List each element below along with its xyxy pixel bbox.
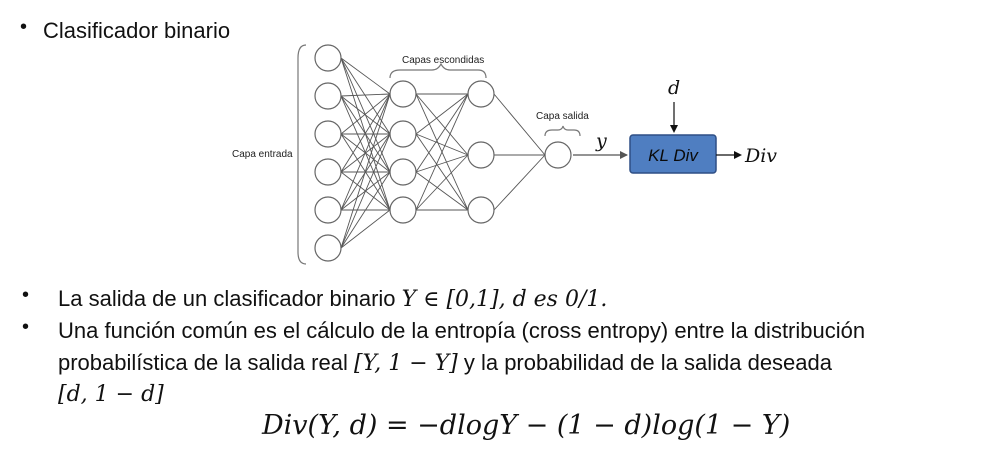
output-layer-label: Capa salida <box>536 111 589 122</box>
d-arrow-head <box>670 125 678 133</box>
network-edge <box>415 154 469 173</box>
hidden-node <box>389 158 417 186</box>
network-edge <box>415 133 469 156</box>
bullet-cross-entropy-line2: probabilística de la salida real [Y, 1 −… <box>58 347 832 380</box>
hidden-layer-label: Capas escondidas <box>402 55 484 66</box>
network-edge <box>340 57 391 135</box>
div-arrow-head <box>734 151 742 159</box>
hidden-node <box>389 80 417 108</box>
hidden-layer-brace <box>389 62 487 79</box>
input-node <box>314 196 342 224</box>
hidden-node <box>389 196 417 224</box>
div-label: Div <box>744 145 777 167</box>
divergence-formula: Div(Y, d) = −dlogY − (1 − d)log(1 − Y) <box>262 410 791 441</box>
hidden-node <box>389 120 417 148</box>
y-label: y <box>595 130 607 152</box>
input-node <box>314 120 342 148</box>
network-edge <box>415 133 469 211</box>
hidden-node <box>467 141 495 169</box>
network-edge <box>340 57 391 95</box>
bullet-binary-output: La salida de un clasificador binario Y ∈… <box>58 283 607 316</box>
network-edge <box>415 93 469 211</box>
network-edge <box>415 154 469 211</box>
output-node <box>544 141 572 169</box>
bullet-line2-text-a: probabilística de la salida real <box>58 350 354 375</box>
network-edge <box>340 93 391 173</box>
bullet-cross-entropy-line3: [d, 1 − d] <box>58 382 164 407</box>
input-node <box>314 82 342 110</box>
network-edge <box>493 154 546 211</box>
network-edge <box>415 93 469 173</box>
network-edge <box>340 93 391 249</box>
bullet-binary-output-text: La salida de un clasificador binario <box>58 286 402 311</box>
bullet-binary-output-math: Y ∈ [0,1], d es 0/1. <box>401 287 608 312</box>
network-edge <box>340 93 391 211</box>
input-layer-label: Capa entrada <box>232 149 293 160</box>
kl-div-box <box>629 134 717 174</box>
input-layer-bracket <box>297 44 307 265</box>
network-edge <box>340 95 391 135</box>
neural-network-diagram: Capa entrada Capas escondidas Capa salid… <box>232 44 777 265</box>
network-edge <box>340 209 391 249</box>
network-edge <box>415 171 469 211</box>
input-node <box>314 158 342 186</box>
d-label: d <box>668 77 680 99</box>
network-nodes <box>314 44 572 262</box>
input-node <box>314 234 342 262</box>
input-node <box>314 44 342 72</box>
bullet-dot: • <box>22 316 30 338</box>
network-edge <box>493 93 546 156</box>
bullet-cross-entropy-line1: Una función común es el cálculo de la en… <box>58 318 866 343</box>
network-edges <box>340 57 546 249</box>
slide-title-bullet: Clasificador binario <box>43 18 231 43</box>
output-layer-brace <box>544 125 581 137</box>
bullet-dot: • <box>22 284 30 306</box>
network-edge <box>415 93 469 156</box>
bullet-dot: • <box>20 16 28 38</box>
bullet-line2-math: [Y, 1 − Y] <box>353 351 458 376</box>
hidden-node <box>467 196 495 224</box>
network-edge <box>340 171 391 249</box>
output-arrow-head <box>620 151 628 159</box>
hidden-node <box>467 80 495 108</box>
network-edge <box>340 93 391 97</box>
kl-div-label: KL Div <box>648 146 699 165</box>
network-edge <box>340 93 391 135</box>
network-edge <box>415 93 469 135</box>
bullet-line2-text-b: y la probabilidad de la salida deseada <box>457 350 833 375</box>
network-edge <box>340 133 391 249</box>
